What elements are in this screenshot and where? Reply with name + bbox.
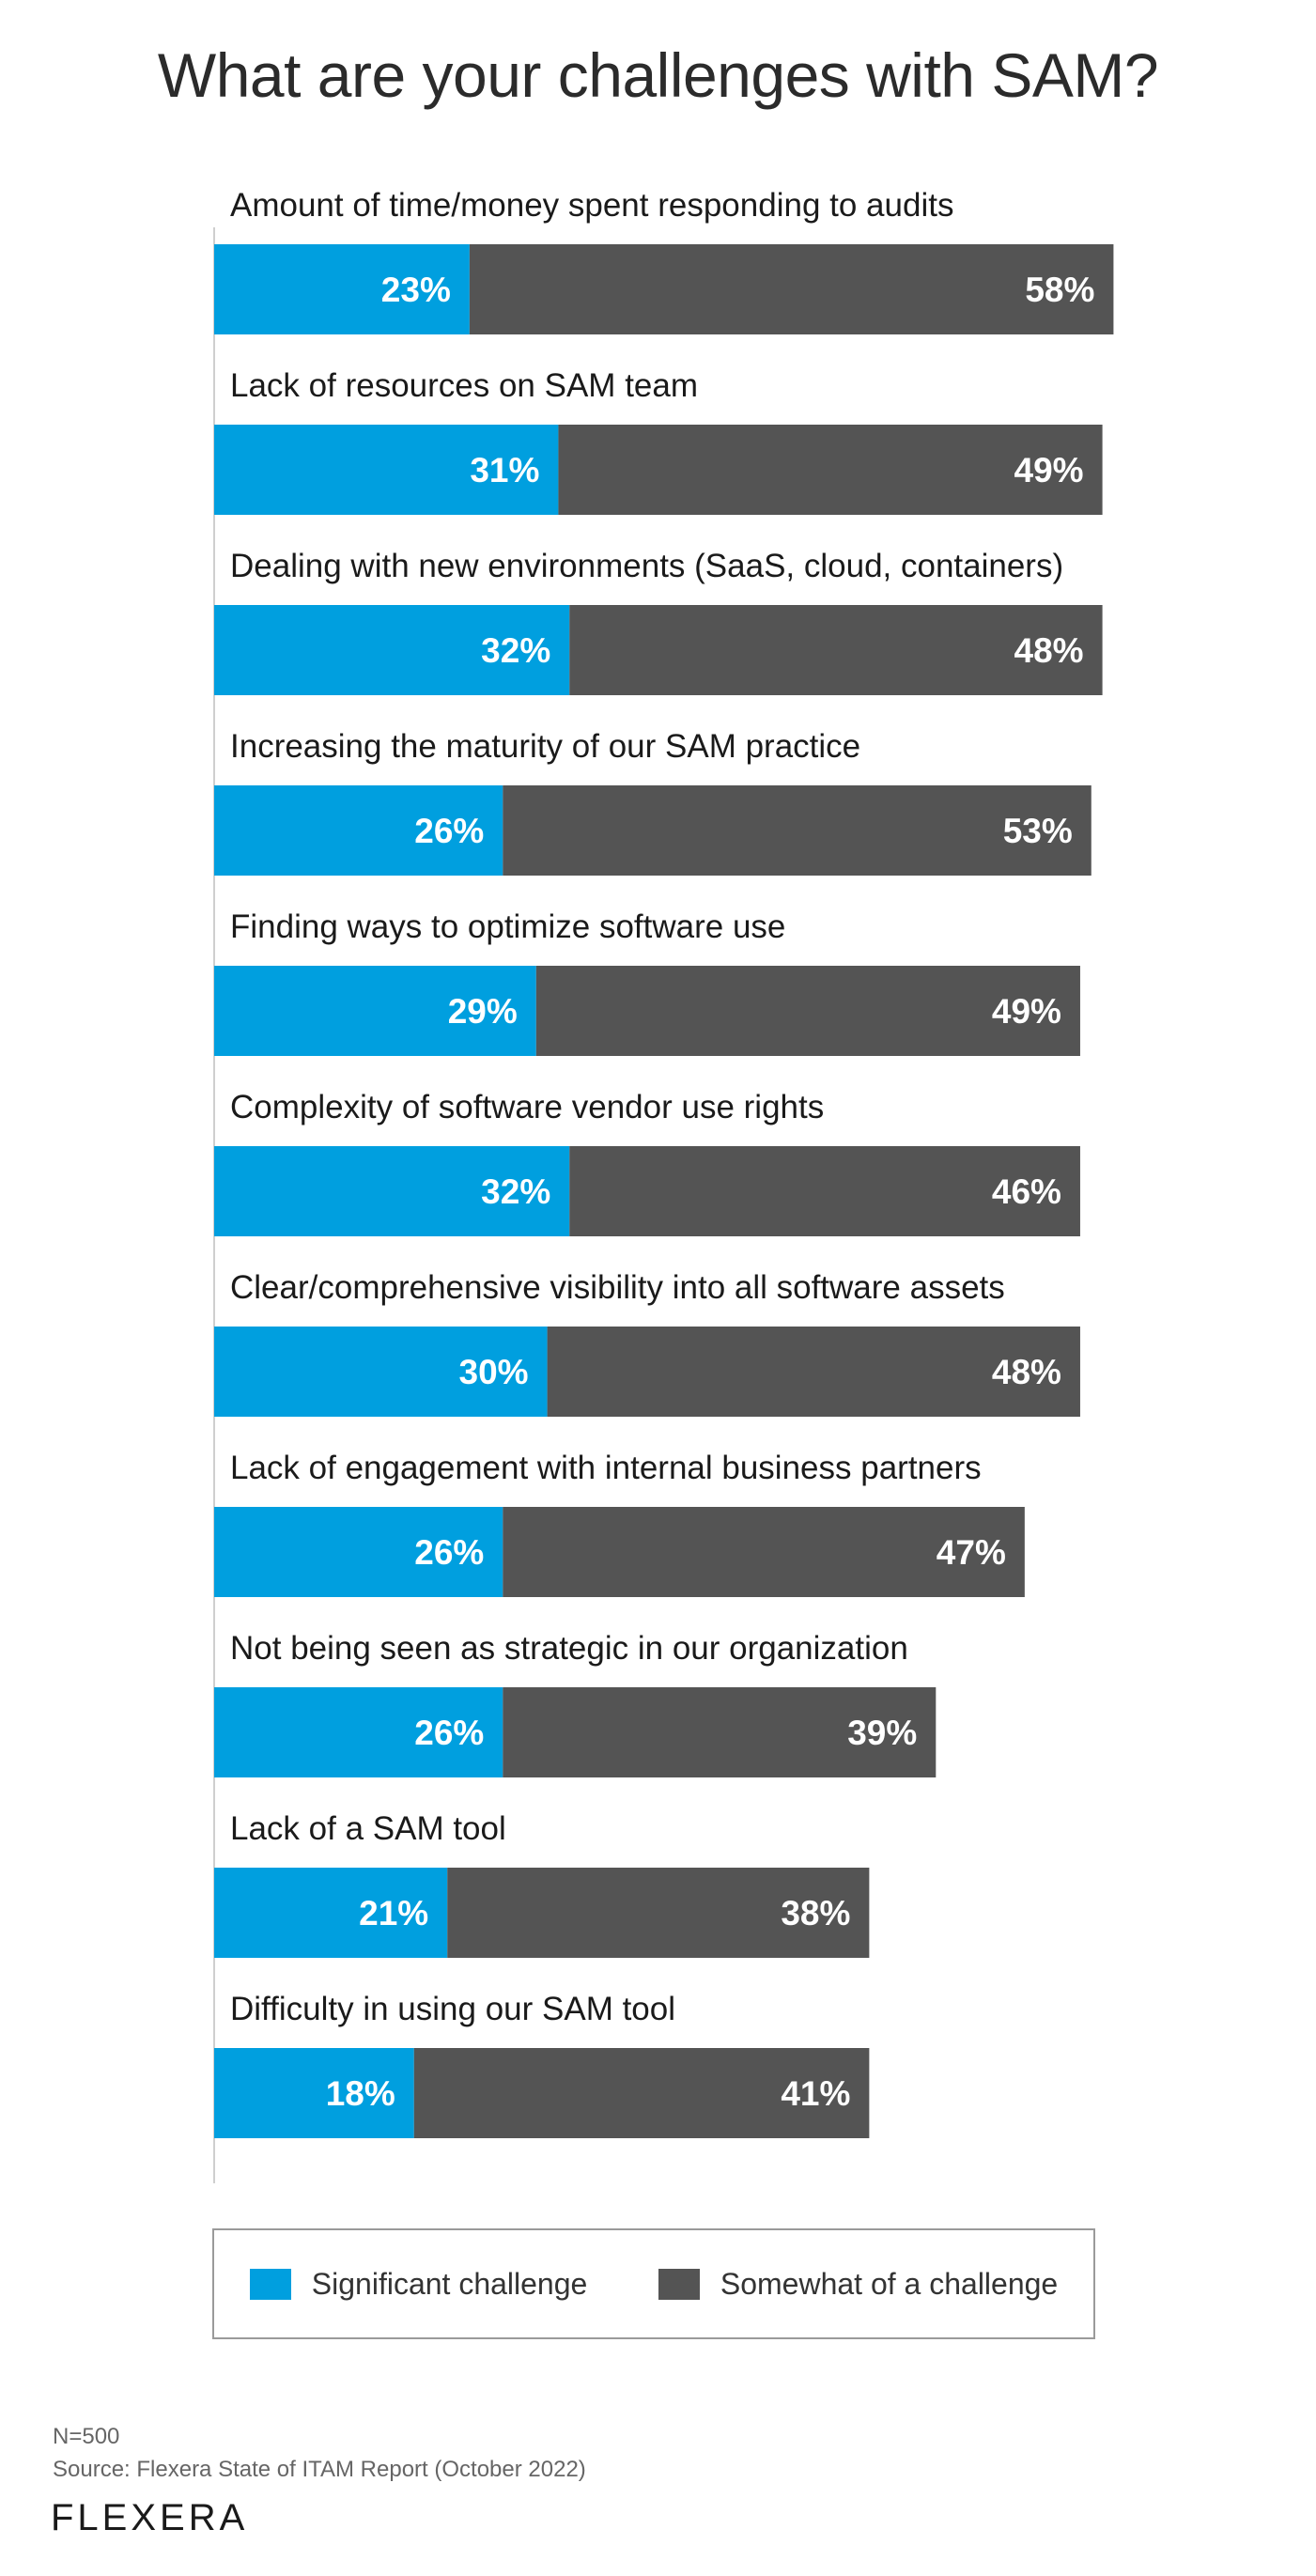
value-label-significant: 30% <box>459 1353 529 1391</box>
value-label-significant: 21% <box>359 1894 428 1932</box>
value-label-significant: 31% <box>470 451 539 489</box>
bar-somewhat <box>413 2048 870 2138</box>
legend: Significant challenge Somewhat of a chal… <box>212 2228 1095 2339</box>
bar-somewhat <box>535 966 1080 1056</box>
value-label-somewhat: 47% <box>937 1533 1006 1572</box>
category-label: Lack of engagement with internal busines… <box>230 1450 982 1486</box>
legend-label-somewhat: Somewhat of a challenge <box>720 2266 1059 2301</box>
value-label-significant: 32% <box>481 1172 550 1211</box>
sample-size-note: N=500 <box>53 2424 120 2449</box>
value-label-somewhat: 49% <box>1014 451 1084 489</box>
bar-somewhat <box>503 1507 1025 1597</box>
value-label-somewhat: 46% <box>992 1172 1061 1211</box>
category-label: Lack of a SAM tool <box>230 1810 506 1847</box>
bar-significant <box>214 1327 548 1417</box>
category-label: Amount of time/money spent responding to… <box>230 187 953 224</box>
value-label-significant: 29% <box>448 992 518 1031</box>
bar-somewhat <box>503 785 1092 876</box>
value-label-somewhat: 49% <box>992 992 1061 1031</box>
stacked-bar-chart: Amount of time/money spent responding to… <box>213 187 1114 2183</box>
legend-item-significant: Significant challenge <box>249 2266 588 2302</box>
chart-title: What are your challenges with SAM? <box>157 40 1159 110</box>
bar-significant <box>214 605 570 695</box>
value-label-somewhat: 58% <box>1025 271 1094 309</box>
flexera-logo: FLEXERA <box>51 2497 249 2538</box>
value-label-somewhat: 53% <box>1003 812 1073 850</box>
value-label-somewhat: 48% <box>1014 631 1084 670</box>
legend-swatch-somewhat <box>658 2268 700 2300</box>
category-label: Increasing the maturity of our SAM pract… <box>230 728 860 765</box>
value-label-somewhat: 41% <box>781 2074 850 2113</box>
bar-significant <box>214 1507 503 1597</box>
value-label-significant: 23% <box>381 271 451 309</box>
category-label: Finding ways to optimize software use <box>230 908 785 945</box>
category-label: Dealing with new environments (SaaS, clo… <box>230 548 1063 584</box>
bar-somewhat <box>469 244 1114 334</box>
bar-significant <box>214 966 536 1056</box>
value-label-somewhat: 48% <box>992 1353 1061 1391</box>
value-label-somewhat: 39% <box>847 1714 917 1752</box>
bar-significant <box>214 1687 503 1777</box>
bar-somewhat <box>569 605 1103 695</box>
category-label: Difficulty in using our SAM tool <box>230 1991 675 2027</box>
bar-significant <box>214 1868 448 1958</box>
bar-somewhat <box>503 1687 937 1777</box>
bar-significant <box>214 2048 414 2138</box>
legend-item-somewhat: Somewhat of a challenge <box>658 2267 1058 2302</box>
bar-significant <box>214 1146 570 1236</box>
bar-significant <box>214 244 470 334</box>
bar-somewhat <box>569 1146 1080 1236</box>
bar-significant <box>214 425 559 515</box>
bar-somewhat <box>558 425 1103 515</box>
category-label: Lack of resources on SAM team <box>230 367 698 404</box>
bar-somewhat <box>447 1868 870 1958</box>
source-note: Source: Flexera State of ITAM Report (Oc… <box>53 2457 586 2482</box>
value-label-significant: 18% <box>326 2074 395 2113</box>
value-label-significant: 32% <box>481 631 550 670</box>
category-label: Not being seen as strategic in our organ… <box>230 1630 908 1667</box>
legend-label-significant: Significant challenge <box>311 2266 588 2301</box>
category-label: Complexity of software vendor use rights <box>230 1089 824 1125</box>
legend-swatch-significant <box>249 2268 291 2300</box>
category-label: Clear/comprehensive visibility into all … <box>230 1269 1005 1306</box>
value-label-significant: 26% <box>414 1533 484 1572</box>
bar-significant <box>214 785 503 876</box>
value-label-somewhat: 38% <box>781 1894 850 1932</box>
value-label-significant: 26% <box>414 1714 484 1752</box>
value-label-significant: 26% <box>414 812 484 850</box>
bar-somewhat <box>547 1327 1080 1417</box>
